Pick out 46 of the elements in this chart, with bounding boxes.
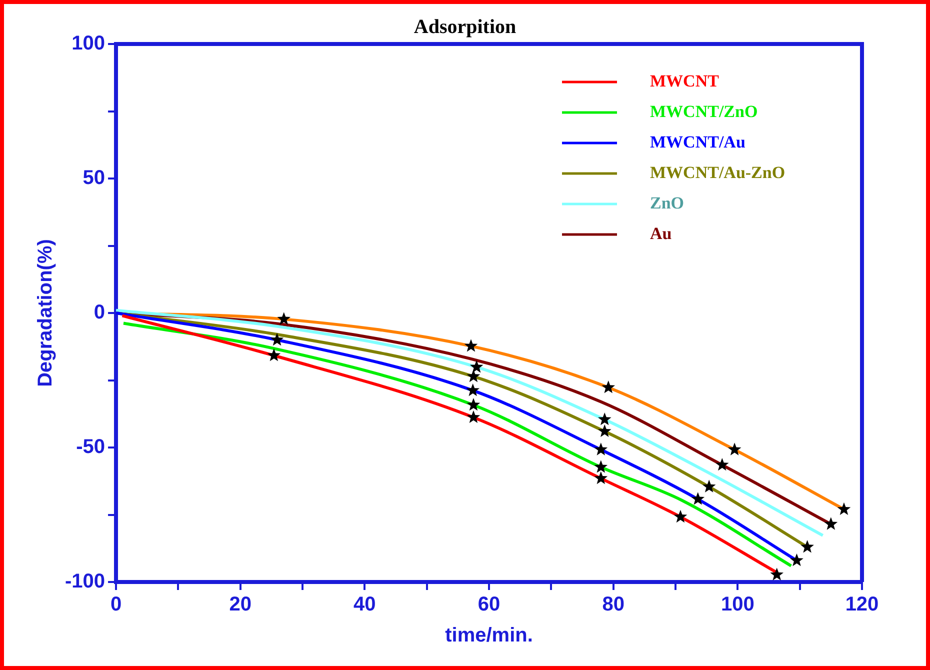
point [466, 398, 480, 411]
point [824, 517, 838, 530]
point [594, 442, 608, 456]
legend-label: MWCNT/Au [650, 132, 746, 152]
x-tick-label: 20 [229, 594, 252, 616]
legend-label: ZnO [650, 193, 684, 212]
y-tick-label: -100 [65, 570, 106, 593]
x-tick-label: 0 [110, 594, 122, 616]
legend-label: MWCNT/ZnO [650, 102, 758, 121]
chart-title: Adsorpition [414, 16, 516, 38]
point [466, 410, 480, 424]
legend-label: MWCNT [650, 71, 720, 90]
point [464, 339, 478, 352]
x-tick-label: 40 [354, 594, 376, 616]
y-tick-label: -50 [76, 436, 106, 458]
point [594, 471, 608, 484]
y-tick-label: 0 [94, 302, 106, 324]
legend-label: MWCNT/Au-ZnO [650, 162, 786, 182]
y-tick-label: 50 [82, 167, 106, 190]
x-tick-label: 80 [602, 594, 624, 616]
point [800, 540, 814, 553]
point [466, 383, 480, 396]
point [770, 568, 784, 580]
x-tick-label: 120 [845, 594, 879, 616]
y-tick-label: 100 [72, 32, 106, 55]
point [598, 424, 612, 438]
point [691, 492, 705, 505]
point [598, 412, 612, 426]
point [267, 348, 281, 362]
point [674, 510, 688, 523]
legend-label: Au [650, 224, 672, 243]
x-tick-label: 100 [720, 594, 754, 616]
point [715, 458, 729, 471]
point [466, 369, 480, 382]
point [790, 553, 804, 566]
point [728, 442, 742, 456]
point [702, 480, 716, 492]
point [470, 360, 484, 373]
point [270, 332, 284, 346]
point [602, 380, 616, 394]
point [277, 312, 291, 325]
point [594, 460, 608, 473]
x-axis-title: time/min. [445, 624, 533, 647]
x-tick-label: 60 [478, 594, 500, 616]
y-axis-title: Degradation(%) [34, 239, 57, 387]
point [837, 502, 851, 516]
